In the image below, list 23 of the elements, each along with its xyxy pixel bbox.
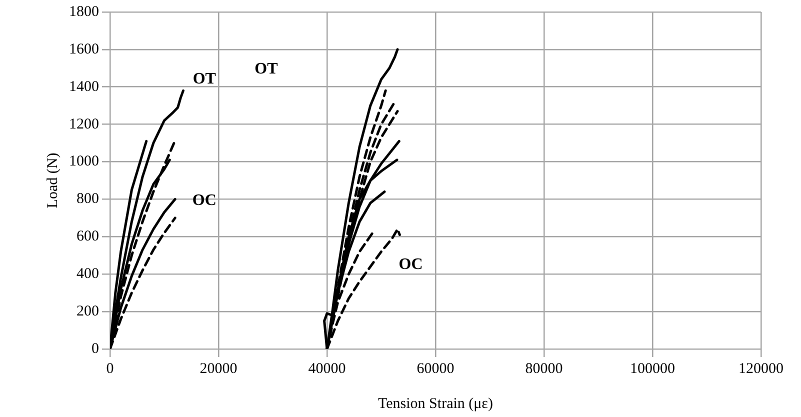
y-tick-label: 400 (76, 266, 99, 282)
x-tick-label: 40000 (308, 360, 346, 377)
annotation: OC (398, 256, 423, 273)
annotation: OT (254, 60, 278, 78)
y-tick-label: 1600 (69, 41, 99, 58)
y-tick-label: 1400 (69, 78, 99, 95)
annotation: OC (192, 192, 216, 209)
y-tick-label: 600 (76, 228, 99, 245)
x-axis-title: Tension Strain (με) (378, 396, 493, 412)
x-tick-label: 60000 (416, 360, 454, 377)
y-tick-label: 1000 (69, 154, 99, 170)
y-axis-title: Load (N) (44, 152, 61, 208)
y-tick-label: 0 (92, 340, 99, 357)
x-tick-label: 0 (106, 360, 114, 377)
annotation: OT (192, 70, 216, 88)
y-tick-label: 800 (76, 191, 99, 208)
x-tick-label: 20000 (200, 360, 238, 377)
x-tick-label: 120000 (738, 360, 784, 377)
x-tick-label: 80000 (525, 360, 563, 377)
y-tick-label: 200 (76, 303, 99, 320)
y-tick-label: 1200 (69, 116, 99, 132)
y-tick-label: 1800 (69, 4, 99, 20)
x-tick-label: 100000 (630, 360, 675, 377)
